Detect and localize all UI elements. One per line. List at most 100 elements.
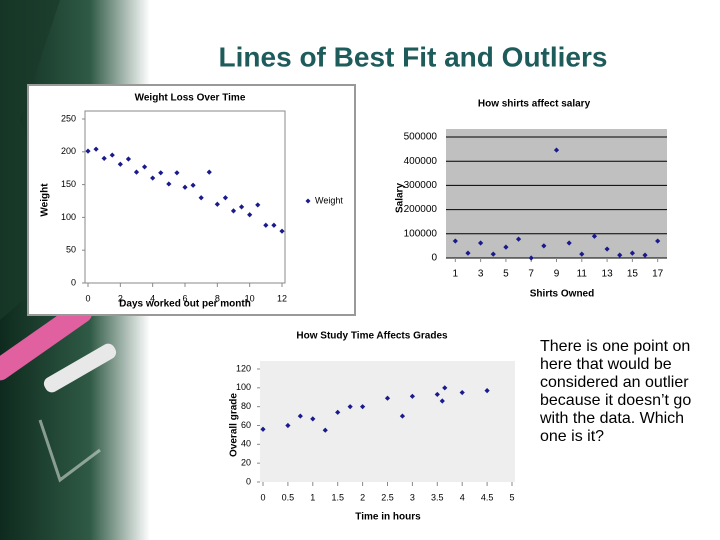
x-tick-label: 17 <box>652 269 664 280</box>
data-point <box>222 195 229 201</box>
x-tick-label: 1 <box>310 492 315 502</box>
y-tick-label: 400000 <box>404 156 438 167</box>
data-point <box>439 398 445 404</box>
y-tick-label: 0 <box>431 253 437 264</box>
y-tick-label: 100 <box>61 212 76 222</box>
x-tick-label: 4 <box>150 293 155 303</box>
x-tick-label: 6 <box>182 293 187 303</box>
data-point <box>642 252 648 258</box>
x-tick-label: 2 <box>360 492 365 502</box>
y-tick-label: 100 <box>236 382 251 392</box>
x-tick-label: 0 <box>260 492 265 502</box>
x-tick-label: 10 <box>245 293 255 303</box>
x-tick-label: 2.5 <box>381 492 394 502</box>
data-point <box>260 426 266 432</box>
x-tick-label: 11 <box>577 269 588 280</box>
y-tick-label: 40 <box>241 439 251 449</box>
legend-label: Weight <box>315 195 343 205</box>
y-tick-label: 80 <box>241 401 251 411</box>
data-point <box>190 182 196 188</box>
x-axis-label: Time in hours <box>355 512 421 523</box>
data-point <box>503 244 509 250</box>
x-axis-label: Shirts Owned <box>530 289 594 300</box>
chart-title: How shirts affect salary <box>478 99 591 110</box>
data-point <box>255 202 261 208</box>
y-tick-label: 150 <box>61 179 76 189</box>
data-point <box>125 156 132 162</box>
x-tick-label: 5 <box>503 269 509 280</box>
y-tick-label: 100000 <box>404 228 438 239</box>
data-point <box>174 170 180 176</box>
data-point <box>591 233 598 239</box>
data-point <box>604 246 610 252</box>
slide-title: Lines of Best Fit and Outliers <box>219 41 608 72</box>
y-tick-label: 60 <box>241 420 251 430</box>
x-tick-label: 13 <box>602 269 614 280</box>
data-point <box>93 146 99 152</box>
data-point <box>409 393 415 399</box>
y-tick-label: 300000 <box>404 180 438 191</box>
x-tick-label: 2 <box>118 293 123 303</box>
data-point <box>85 148 91 154</box>
x-tick-label: 4 <box>460 492 465 502</box>
x-tick-label: 9 <box>554 269 560 280</box>
data-point <box>384 395 391 401</box>
data-point <box>297 413 303 419</box>
x-tick-label: 4.5 <box>481 492 494 502</box>
data-point <box>214 201 220 207</box>
data-point <box>158 170 164 176</box>
legend-marker <box>305 198 311 204</box>
chalk-pink <box>0 301 93 381</box>
y-axis-label: Overall grade <box>229 393 240 457</box>
x-tick-label: 15 <box>627 269 639 280</box>
data-point <box>285 422 291 429</box>
y-tick-label: 0 <box>246 476 251 486</box>
x-tick-label: 0.5 <box>282 492 295 502</box>
x-tick-label: 1 <box>453 269 459 280</box>
data-point <box>279 228 285 234</box>
y-tick-label: 250 <box>61 113 76 123</box>
x-tick-label: 3 <box>410 492 415 502</box>
data-point <box>198 195 204 201</box>
data-point <box>490 251 496 257</box>
data-point <box>617 252 623 258</box>
x-tick-label: 1.5 <box>331 492 344 502</box>
data-point <box>247 212 253 218</box>
y-tick-label: 20 <box>241 458 251 468</box>
data-point <box>109 152 115 158</box>
data-point <box>322 427 328 433</box>
y-tick-label: 200000 <box>404 204 438 215</box>
y-tick-label: 200 <box>61 146 76 156</box>
x-tick-label: 7 <box>528 269 534 280</box>
data-point <box>434 391 440 398</box>
data-point <box>230 208 237 214</box>
data-point <box>515 236 522 242</box>
x-tick-label: 3 <box>478 269 484 280</box>
data-point <box>442 385 448 391</box>
data-point <box>541 243 547 249</box>
chalk-white <box>43 343 117 393</box>
data-point <box>528 255 534 261</box>
data-point <box>238 204 245 210</box>
data-point <box>465 250 471 256</box>
data-point <box>117 161 123 167</box>
x-tick-label: 12 <box>277 293 287 303</box>
data-point <box>553 147 560 153</box>
y-tick-label: 0 <box>71 277 76 287</box>
x-tick-label: 0 <box>85 293 90 303</box>
chart-title: How Study Time Affects Grades <box>296 331 448 342</box>
data-point <box>399 413 406 419</box>
chalk-mark <box>38 419 101 483</box>
data-point <box>310 416 316 422</box>
data-point <box>271 222 277 228</box>
chart-title: Weight Loss Over Time <box>135 93 246 104</box>
y-tick-label: 50 <box>66 245 76 255</box>
data-point <box>566 240 572 246</box>
body-text: There is one point on here that would be… <box>540 338 692 445</box>
data-point <box>141 164 148 170</box>
data-point <box>629 250 635 256</box>
y-tick-label: 120 <box>236 363 251 373</box>
data-point <box>360 404 366 410</box>
